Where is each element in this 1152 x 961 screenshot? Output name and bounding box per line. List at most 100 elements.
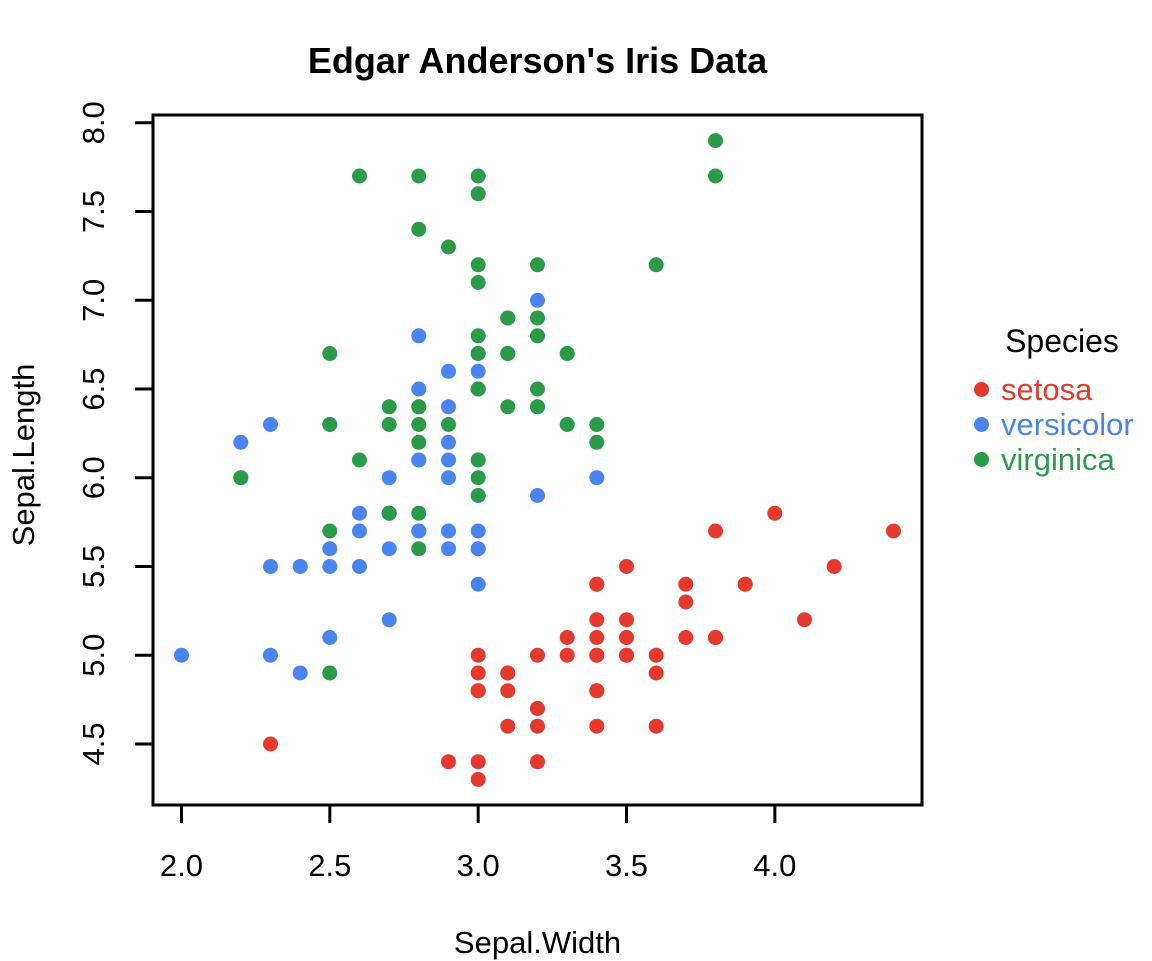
point-setosa xyxy=(737,576,753,592)
point-setosa xyxy=(530,754,545,770)
point-virginica xyxy=(530,328,545,344)
legend-dot-virginica xyxy=(974,452,989,467)
point-virginica xyxy=(352,168,367,184)
point-virginica xyxy=(708,168,723,184)
point-setosa xyxy=(619,559,634,574)
point-virginica xyxy=(381,505,397,521)
y-tick-label: 8.0 xyxy=(76,101,111,144)
plot-border xyxy=(151,113,924,807)
point-setosa xyxy=(589,683,605,699)
point-versicolor xyxy=(233,434,249,450)
point-setosa xyxy=(500,665,516,681)
y-tick-label: 5.0 xyxy=(76,634,111,677)
point-setosa xyxy=(589,576,605,592)
point-setosa xyxy=(678,576,694,592)
point-virginica xyxy=(470,346,486,361)
point-versicolor xyxy=(441,541,456,557)
point-virginica xyxy=(589,417,605,432)
point-virginica xyxy=(530,399,545,415)
point-versicolor xyxy=(411,328,427,344)
point-versicolor xyxy=(322,559,338,574)
point-virginica xyxy=(322,417,338,432)
point-virginica xyxy=(530,310,545,326)
point-virginica xyxy=(441,239,456,255)
point-virginica xyxy=(470,275,486,290)
point-virginica xyxy=(411,417,427,432)
point-setosa xyxy=(767,505,783,521)
legend-item-virginica: virginica xyxy=(962,442,1152,477)
point-setosa xyxy=(708,523,723,539)
point-virginica xyxy=(411,399,427,415)
point-versicolor xyxy=(411,381,427,397)
legend-item-setosa: setosa xyxy=(962,372,1152,407)
point-setosa xyxy=(619,630,634,645)
point-setosa xyxy=(826,559,842,574)
x-tick-label: 2.5 xyxy=(308,848,351,883)
point-versicolor xyxy=(352,505,367,521)
point-virginica xyxy=(530,257,545,273)
point-setosa xyxy=(470,683,486,699)
point-virginica xyxy=(530,381,545,397)
legend-title: Species xyxy=(1005,323,1119,359)
point-setosa xyxy=(589,718,605,734)
point-versicolor xyxy=(470,541,486,557)
point-versicolor xyxy=(411,452,427,468)
point-virginica xyxy=(411,168,427,184)
point-versicolor xyxy=(381,470,397,486)
point-versicolor xyxy=(292,665,308,681)
point-versicolor xyxy=(470,363,486,379)
legend-label-virginica: virginica xyxy=(1001,442,1115,477)
point-versicolor xyxy=(441,434,456,450)
point-virginica xyxy=(470,257,486,273)
point-virginica xyxy=(411,221,427,237)
point-setosa xyxy=(648,647,664,663)
x-tick-label: 4.0 xyxy=(753,848,796,883)
legend-items: setosa versicolor virginica xyxy=(962,372,1152,477)
point-setosa xyxy=(530,647,545,663)
point-setosa xyxy=(886,523,901,539)
point-setosa xyxy=(530,718,545,734)
point-virginica xyxy=(470,168,486,184)
point-versicolor xyxy=(381,541,397,557)
point-setosa xyxy=(589,612,605,628)
point-setosa xyxy=(648,718,664,734)
y-tick-label: 6.0 xyxy=(76,456,111,499)
point-virginica xyxy=(589,434,605,450)
point-versicolor xyxy=(352,523,367,539)
point-versicolor xyxy=(441,452,456,468)
legend-dot-setosa xyxy=(974,382,989,397)
legend-item-versicolor: versicolor xyxy=(962,407,1152,442)
point-virginica xyxy=(352,452,367,468)
point-setosa xyxy=(619,647,634,663)
point-versicolor xyxy=(530,292,545,308)
point-virginica xyxy=(381,399,397,415)
point-versicolor xyxy=(441,363,456,379)
point-virginica xyxy=(411,434,427,450)
point-versicolor xyxy=(470,523,486,539)
point-virginica xyxy=(233,470,249,486)
point-versicolor xyxy=(589,470,605,486)
point-setosa xyxy=(797,612,812,628)
point-virginica xyxy=(500,399,516,415)
point-virginica xyxy=(322,346,338,361)
point-setosa xyxy=(708,630,723,645)
point-versicolor xyxy=(470,576,486,592)
x-tick-label: 3.5 xyxy=(605,848,648,883)
point-versicolor xyxy=(411,523,427,539)
legend: Species setosa versicolor virginica xyxy=(962,322,1152,477)
point-versicolor xyxy=(441,523,456,539)
point-setosa xyxy=(559,647,575,663)
legend-label-versicolor: versicolor xyxy=(1001,407,1134,442)
point-setosa xyxy=(441,754,456,770)
point-setosa xyxy=(470,665,486,681)
x-tick-label: 2.0 xyxy=(160,848,203,883)
point-virginica xyxy=(559,417,575,432)
point-virginica xyxy=(470,381,486,397)
point-versicolor xyxy=(263,417,278,432)
point-setosa xyxy=(619,612,634,628)
point-setosa xyxy=(678,630,694,645)
point-setosa xyxy=(470,771,486,787)
point-virginica xyxy=(411,505,427,521)
